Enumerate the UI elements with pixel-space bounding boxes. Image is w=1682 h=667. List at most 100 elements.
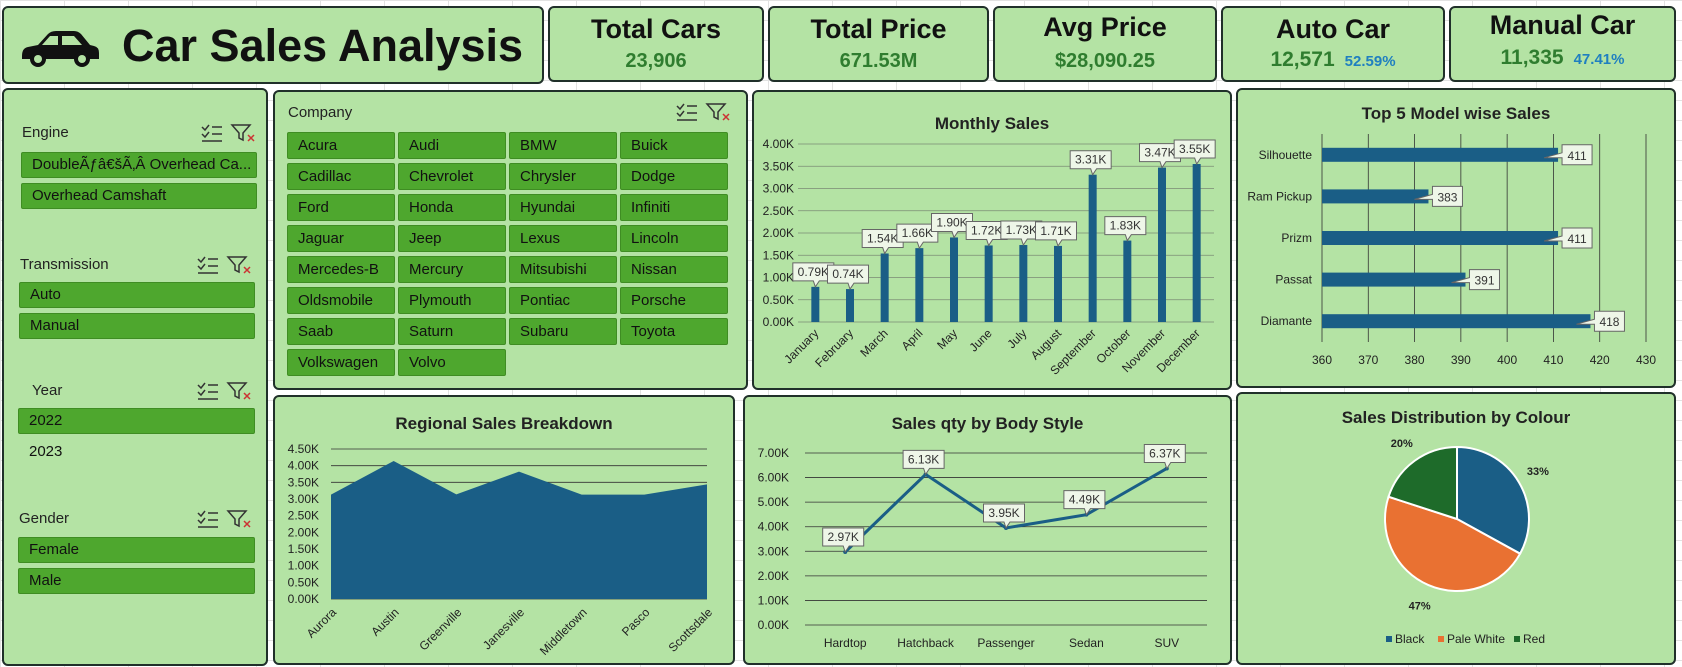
multi-select-icon[interactable] <box>201 124 222 142</box>
company-chip[interactable]: Mitsubishi <box>509 256 617 283</box>
kpi-value: 23,906 <box>625 50 687 72</box>
bar <box>1158 167 1166 322</box>
company-chip[interactable]: Dodge <box>620 163 728 190</box>
x-tick-label: May <box>934 326 960 352</box>
pie-slice <box>1384 495 1522 592</box>
data-label-box <box>902 449 945 476</box>
clear-filter-icon[interactable] <box>705 103 730 121</box>
company-chip[interactable]: Nissan <box>620 256 728 283</box>
clear-filter-icon[interactable] <box>226 382 251 400</box>
company-chip[interactable]: Cadillac <box>287 163 395 190</box>
company-chip[interactable]: Lexus <box>509 225 617 252</box>
slicer-item-year[interactable]: 2022 <box>18 408 255 434</box>
company-chip[interactable]: Saab <box>287 318 395 345</box>
data-label-box <box>1451 269 1500 291</box>
clear-filter-icon[interactable] <box>226 256 251 274</box>
slicer-item-year[interactable]: 2023 <box>29 443 63 460</box>
legend-label: Black <box>1395 632 1425 646</box>
x-tick-label: July <box>1004 326 1029 351</box>
y-tick-label: 0.50K <box>763 293 794 307</box>
x-tick-label: Aurora <box>304 605 340 641</box>
slicer-item-transmission[interactable]: Auto <box>19 282 255 308</box>
data-label: 391 <box>1474 274 1494 288</box>
company-chip[interactable]: Mercury <box>398 256 506 283</box>
company-chip[interactable]: Mercedes-B <box>287 256 395 283</box>
company-chip[interactable]: Toyota <box>620 318 728 345</box>
data-label-box <box>1173 139 1216 166</box>
slicer-tools <box>201 124 255 142</box>
company-chip[interactable]: Buick <box>620 132 728 159</box>
clear-filter-icon[interactable] <box>226 510 251 528</box>
y-tick-label: 3.00K <box>288 492 319 506</box>
kpi-title: Total Cars <box>590 14 722 44</box>
company-chip[interactable]: Plymouth <box>398 287 506 314</box>
company-chip[interactable]: Hyundai <box>509 194 617 221</box>
company-chip[interactable]: Oldsmobile <box>287 287 395 314</box>
data-label: 418 <box>1599 315 1619 329</box>
multi-select-icon[interactable] <box>197 510 218 528</box>
slicer-item-gender[interactable]: Male <box>18 568 255 594</box>
y-tick-label: Silhouette <box>1259 148 1313 162</box>
data-label: 3.47K <box>1144 146 1175 160</box>
multi-select-icon[interactable] <box>676 103 697 121</box>
company-chip[interactable]: Subaru <box>509 318 617 345</box>
data-label: 3.55K <box>1179 142 1210 156</box>
data-label-box <box>1104 216 1147 242</box>
x-tick-label: 430 <box>1636 353 1656 367</box>
slicer-item-engine[interactable]: Overhead Camshaft <box>21 183 257 209</box>
multi-select-icon[interactable] <box>197 382 218 400</box>
x-tick-label: June <box>966 326 995 355</box>
data-label: 0.79K <box>798 265 829 279</box>
company-chip[interactable]: Audi <box>398 132 506 159</box>
clear-filter-icon[interactable] <box>230 124 255 142</box>
slicer-item-engine[interactable]: DoubleÃƒâ€šÃ‚Â Overhead Ca... <box>21 152 257 178</box>
x-tick-label: 380 <box>1405 353 1425 367</box>
kpi-auto-car: Auto Car 12,571 52.59% <box>1221 6 1445 82</box>
y-tick-label: 4.00K <box>758 520 789 534</box>
company-chip[interactable]: Chevrolet <box>398 163 506 190</box>
y-tick-label: 5.00K <box>758 495 789 509</box>
company-chip[interactable]: Volkswagen <box>287 349 395 376</box>
regional-sales-panel: Regional Sales Breakdown 0.00K 0.50K 1.00K… <box>273 395 735 665</box>
x-tick-label: Scottsdale <box>666 605 716 655</box>
company-chip[interactable]: Jaguar <box>287 225 395 252</box>
bar <box>1322 189 1429 204</box>
top5-model-chart: 360 370 380 390 400 410 420 430 Silhouette 411 Ram… <box>1247 134 1656 367</box>
bar <box>1322 314 1591 329</box>
bar <box>1054 245 1062 322</box>
y-tick-label: 1.00K <box>763 271 794 285</box>
kpi-percent: 52.59% <box>1344 53 1396 70</box>
slicer-item-transmission[interactable]: Manual <box>19 313 255 339</box>
data-label-box <box>1143 443 1186 470</box>
company-chip[interactable]: Jeep <box>398 225 506 252</box>
chart-title: Regional Sales Breakdown <box>395 414 613 433</box>
company-chip[interactable]: Volvo <box>398 349 506 376</box>
company-chip[interactable]: Pontiac <box>509 287 617 314</box>
y-tick-label: 3.50K <box>763 159 794 173</box>
y-tick-label: Diamante <box>1261 314 1313 328</box>
y-tick-label: 0.00K <box>758 618 789 632</box>
monthly-sales-panel: Monthly Sales 0.00K 0.50K 1.00K 1.50K 2.00K 2… <box>752 90 1232 390</box>
bar <box>1019 245 1028 322</box>
company-chip[interactable]: Saturn <box>398 318 506 345</box>
x-tick-label: March <box>857 326 890 359</box>
data-label: 1.54K <box>867 231 898 245</box>
company-chip[interactable]: Porsche <box>620 287 728 314</box>
multi-select-icon[interactable] <box>197 256 218 274</box>
slicer-tools <box>197 382 251 400</box>
company-chip[interactable]: Chrysler <box>509 163 617 190</box>
company-chip[interactable]: BMW <box>509 132 617 159</box>
slicer-item-gender[interactable]: Female <box>18 537 255 563</box>
y-tick-label: Prizm <box>1281 231 1312 245</box>
data-label: 1.66K <box>902 226 933 240</box>
company-chip[interactable]: Acura <box>287 132 395 159</box>
bar <box>915 248 924 322</box>
y-tick-label: Ram Pickup <box>1247 189 1312 203</box>
y-tick-label: 3.00K <box>758 544 789 558</box>
company-chip[interactable]: Ford <box>287 194 395 221</box>
y-tick-label: 4.00K <box>763 137 794 151</box>
company-chip[interactable]: Honda <box>398 194 506 221</box>
bar <box>950 237 958 322</box>
company-chip[interactable]: Infiniti <box>620 194 728 221</box>
company-chip[interactable]: Lincoln <box>620 225 728 252</box>
